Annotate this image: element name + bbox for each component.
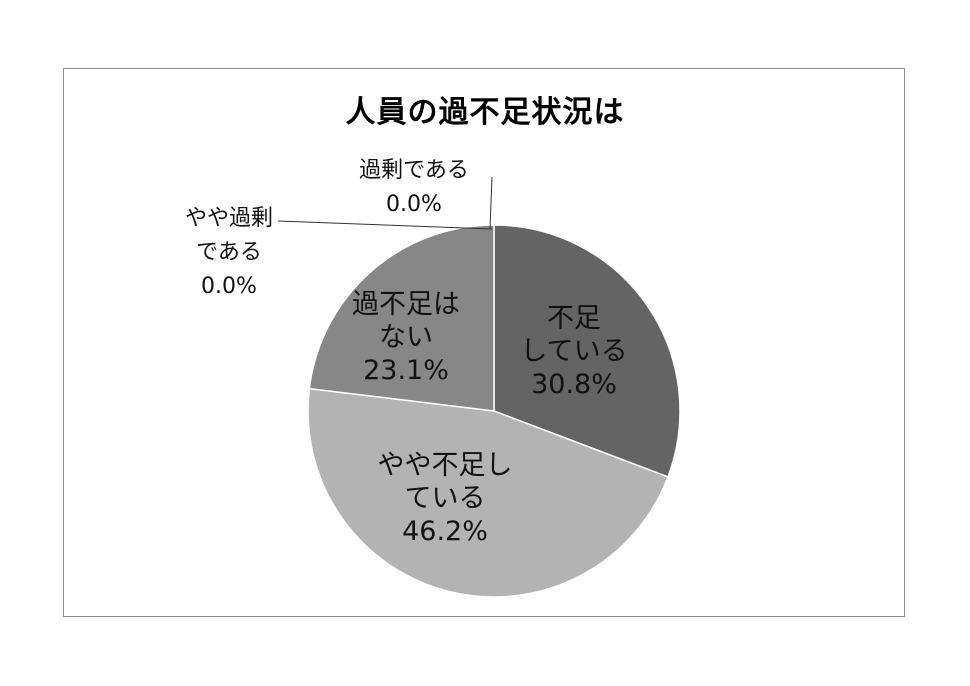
slice-category-label: 過剰である bbox=[359, 158, 469, 183]
slice-category-label: している bbox=[520, 336, 627, 367]
slice-value-label: 46.2% bbox=[402, 516, 488, 547]
slice-category-label: 不足 bbox=[547, 303, 601, 334]
slice-value-label: 0.0% bbox=[201, 274, 257, 299]
leader-line bbox=[277, 220, 493, 230]
leader-line bbox=[489, 176, 493, 230]
slice-value-label: 30.8% bbox=[531, 369, 617, 400]
slice-value-label: 0.0% bbox=[386, 192, 442, 217]
slice-category-label: ない bbox=[379, 322, 433, 353]
chart-title: 人員の過不足状況は bbox=[345, 95, 625, 130]
pie-slice bbox=[307, 387, 669, 598]
chart-frame: 人員の過不足状況は 過剰である 0.0% 不足 している 30.8% やや不足し ている 46… bbox=[63, 68, 905, 617]
slice-category-label: やや不足し bbox=[378, 450, 513, 481]
slice-value-label: 23.1% bbox=[363, 355, 449, 386]
slice-category-label: やや過剰 bbox=[185, 206, 273, 231]
slice-category-label: である bbox=[196, 240, 262, 265]
slice-category-label: 過不足は bbox=[352, 289, 460, 320]
slice-category-label: ている bbox=[405, 483, 486, 514]
pie-slice bbox=[493, 224, 681, 478]
